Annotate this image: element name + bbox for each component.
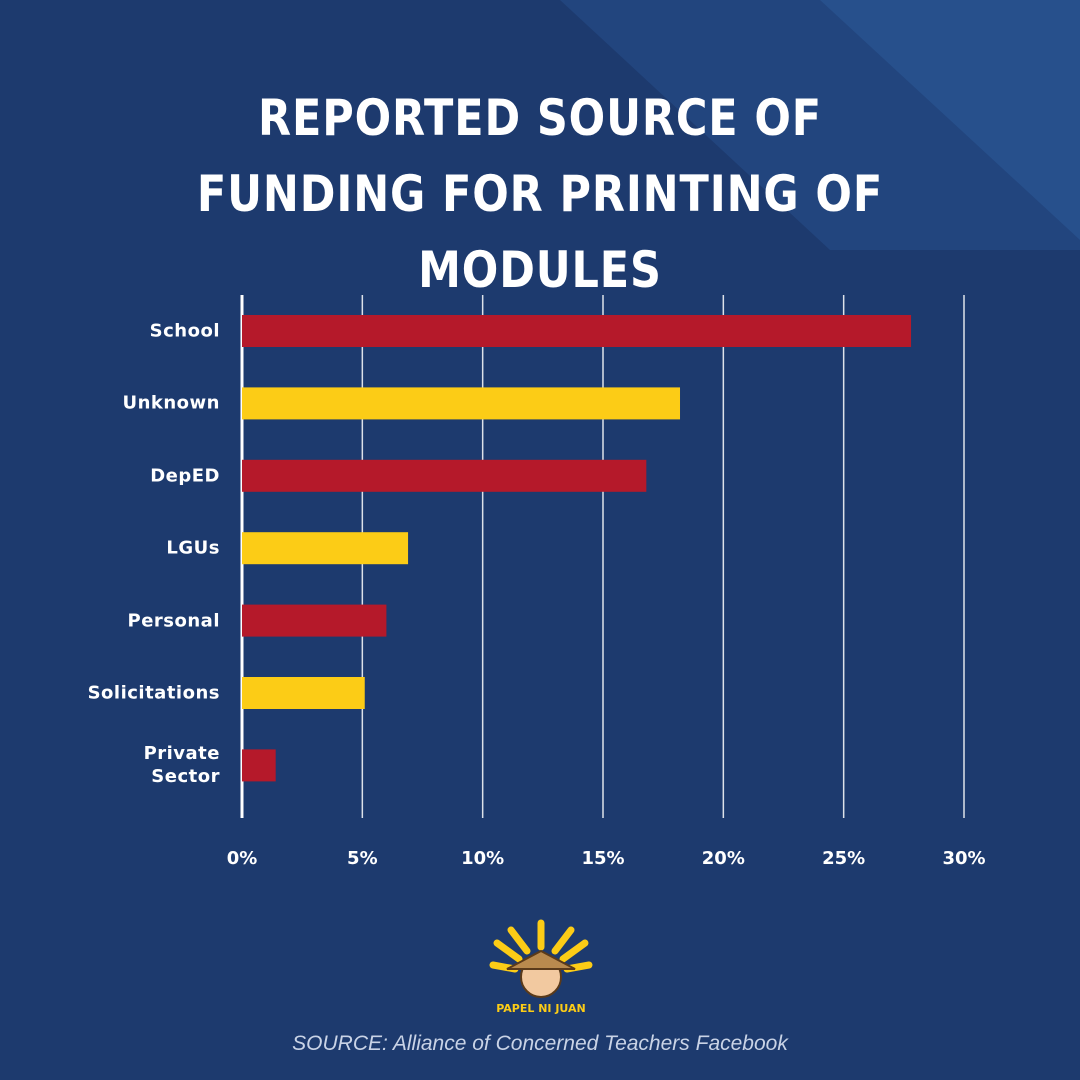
bar — [242, 604, 387, 637]
source-note: SOURCE: Alliance of Concerned Teachers F… — [292, 1032, 788, 1055]
x-tick-label: 0% — [227, 848, 258, 869]
logo-text: PAPEL NI JUAN — [496, 1002, 586, 1015]
y-tick-label: Unknown — [122, 392, 220, 414]
y-tick-label: LGUs — [166, 537, 220, 559]
bar — [242, 677, 365, 709]
x-tick-label: 30% — [942, 848, 985, 869]
y-tick-label: School — [149, 320, 220, 342]
y-tick-label: Solicitations — [87, 682, 220, 704]
x-tick-label: 10% — [461, 848, 504, 869]
x-tick-label: 20% — [702, 848, 745, 869]
y-tick-label: Personal — [127, 610, 220, 632]
bar — [242, 459, 647, 492]
bar — [242, 532, 409, 565]
logo-icon — [489, 919, 593, 998]
y-tick-label: Private Sector — [143, 743, 220, 788]
y-tick-label: DepED — [150, 465, 220, 487]
bar — [242, 387, 681, 420]
bar — [242, 315, 912, 347]
bar — [242, 749, 276, 782]
x-tick-label: 5% — [347, 848, 378, 869]
chart-title: REPORTED SOURCE OF FUNDING FOR PRINTING … — [196, 89, 884, 299]
background-shape — [820, 0, 1080, 240]
x-tick-label: 15% — [581, 848, 624, 869]
x-tick-label: 25% — [822, 848, 865, 869]
